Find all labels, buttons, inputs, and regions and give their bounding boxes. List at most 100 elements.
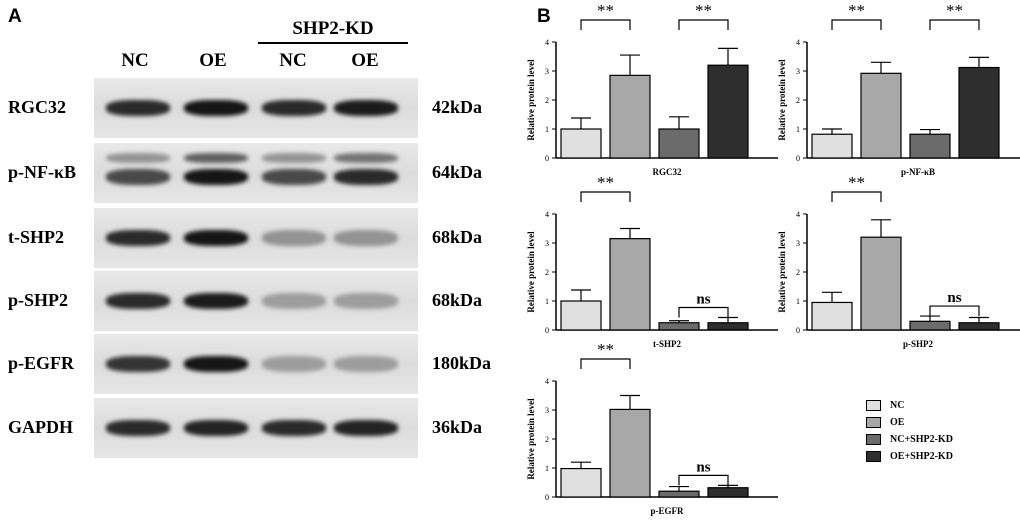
group-bracket-line: [258, 42, 408, 44]
bar: [560, 128, 602, 159]
y-tick-label: 3: [796, 239, 800, 248]
bar: [609, 238, 651, 331]
y-axis-label: Relative protein level: [526, 398, 536, 480]
blot-band: [184, 420, 248, 436]
blot-band: [334, 293, 398, 309]
protein-label-t-shp2: t-SHP2: [8, 227, 64, 247]
protein-label-p-nf-kb: p-NF-κB: [8, 162, 76, 182]
blot-band: [334, 420, 398, 436]
significance-bracket: [580, 191, 631, 202]
y-tick-label: 2: [545, 435, 549, 444]
blot-band: [334, 100, 398, 116]
legend-swatch-nc: [866, 400, 881, 411]
bar-charts-svg: 0 1 2 3 4 Relative protein level RGC32 ** ** 0 1 2 3…: [526, 1, 1020, 516]
legend-swatch-oe-kd: [866, 451, 881, 462]
y-tick-label: 0: [796, 326, 800, 335]
bar: [658, 490, 700, 498]
y-tick-label: 3: [545, 406, 549, 415]
significance-label: ns: [696, 292, 710, 308]
y-tick-label: 3: [545, 67, 549, 76]
bar: [860, 236, 902, 331]
significance-label: **: [695, 1, 712, 20]
blot-band: [106, 293, 170, 309]
lane-label-nc-kd: NC: [279, 50, 307, 71]
bar: [658, 128, 700, 159]
blot-band: [106, 420, 170, 436]
bar: [909, 133, 951, 159]
blot-band: [334, 230, 398, 246]
significance-label: ns: [947, 290, 961, 306]
x-axis-label: RGC32: [653, 167, 682, 177]
bar: [860, 72, 902, 159]
legend-label-nc-kd: NC+SHP2-KD: [890, 434, 953, 445]
y-axis-label: Relative protein level: [526, 59, 536, 141]
size-label-p-nf-kb: 64kDa: [432, 162, 483, 182]
y-tick-label: 0: [545, 154, 549, 163]
significance-bracket: [831, 19, 882, 30]
size-label-gapdh: 36kDa: [432, 417, 483, 437]
significance-label: **: [946, 1, 963, 20]
size-label-t-shp2: 68kDa: [432, 227, 483, 247]
legend-item-oe-kd: OE+SHP2-KD: [866, 448, 953, 465]
blot-band: [262, 293, 326, 309]
significance-bracket: [580, 19, 631, 30]
protein-label-p-egfr: p-EGFR: [8, 353, 75, 373]
blot-band: [262, 169, 326, 185]
significance-label: **: [597, 340, 614, 359]
chart-legend: NC OE NC+SHP2-KD OE+SHP2-KD: [866, 397, 953, 465]
bar: [958, 66, 1000, 159]
legend-label-oe: OE: [890, 417, 905, 428]
blot-band: [106, 169, 170, 185]
legend-label-nc: NC: [890, 400, 905, 411]
x-axis-label: t-SHP2: [653, 339, 681, 349]
significance-bracket: [678, 474, 729, 486]
significance-bracket: [929, 305, 980, 317]
legend-label-oe-kd: OE+SHP2-KD: [890, 451, 953, 462]
protein-label-p-shp2: p-SHP2: [8, 290, 69, 310]
y-tick-label: 4: [545, 38, 549, 47]
bar: [958, 322, 1000, 331]
legend-item-nc-kd: NC+SHP2-KD: [866, 431, 953, 448]
bar: [609, 74, 651, 159]
bar: [707, 64, 749, 159]
y-tick-label: 2: [545, 268, 549, 277]
blot-band: [184, 100, 248, 116]
bar: [609, 408, 651, 498]
size-label-p-egfr: 180kDa: [432, 353, 492, 373]
y-tick-label: 2: [796, 96, 800, 105]
blot-band: [334, 169, 398, 185]
y-tick-label: 2: [545, 96, 549, 105]
y-tick-label: 1: [796, 297, 800, 306]
y-tick-label: 1: [545, 464, 549, 473]
y-axis-label: Relative protein level: [777, 59, 787, 141]
group-label-shp2-kd: SHP2-KD: [292, 18, 374, 39]
y-tick-label: 4: [545, 377, 549, 386]
y-tick-label: 1: [545, 125, 549, 134]
y-tick-label: 3: [545, 239, 549, 248]
bar: [811, 301, 853, 331]
significance-bracket: [580, 358, 631, 369]
significance-bracket: [929, 19, 980, 30]
blot-band: [106, 100, 170, 116]
y-tick-label: 4: [545, 210, 549, 219]
blot-band-upper: [106, 153, 170, 163]
y-tick-label: 4: [796, 210, 800, 219]
panel-letter-b: B: [537, 6, 551, 27]
y-tick-label: 0: [545, 493, 549, 502]
significance-label: **: [597, 173, 614, 192]
blot-band: [262, 420, 326, 436]
y-tick-label: 0: [796, 154, 800, 163]
significance-label: ns: [696, 459, 710, 475]
bar: [658, 322, 700, 331]
blot-band: [334, 356, 398, 372]
bar: [707, 487, 749, 498]
lane-label-oe-kd: OE: [351, 50, 379, 71]
bar: [811, 133, 853, 159]
blot-band-upper: [334, 153, 398, 163]
significance-bracket: [678, 306, 729, 318]
x-axis-label: p-NF-κB: [901, 167, 935, 177]
lane-label-nc: NC: [121, 50, 149, 71]
panel-letter-a: A: [8, 6, 22, 27]
legend-swatch-nc-kd: [866, 434, 881, 445]
bar: [707, 322, 749, 331]
